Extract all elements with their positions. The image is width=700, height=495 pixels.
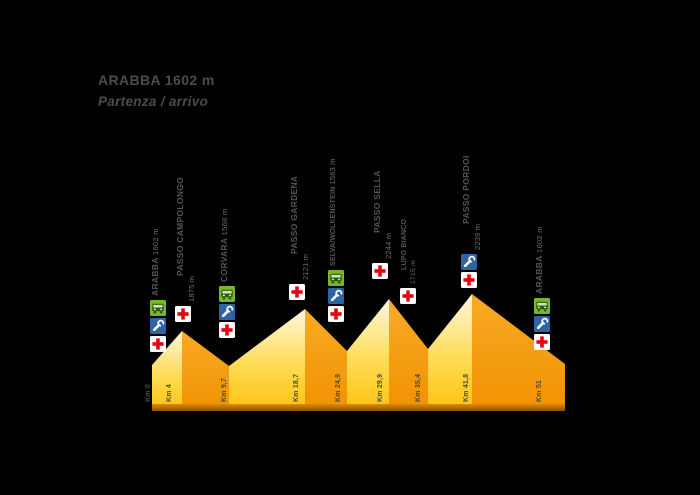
medical-cross-icon [289, 284, 305, 300]
shuttle-bus-icon [534, 298, 550, 314]
page-title: ARABBA 1602 m [98, 72, 215, 88]
mountain-descent-face [305, 309, 347, 411]
medical-cross-icon [534, 334, 550, 350]
base-strip [152, 404, 565, 411]
mechanic-wrench-icon [328, 288, 344, 304]
km-marker: Km 35,4 [415, 373, 422, 402]
km-marker: Km 24,9 [335, 373, 342, 402]
mountain-descent-face [182, 331, 229, 411]
waypoint-label-arabba-finish: ARABBA 1602 m [534, 226, 544, 294]
page-subtitle: Partenza / arrivo [98, 94, 209, 109]
medical-cross-icon [328, 306, 344, 322]
medical-cross-icon [372, 263, 388, 279]
km-marker: Km 4 [166, 384, 173, 402]
waypoint-label-passo-gardena: PASSO GARDENA 2121 m [289, 175, 310, 280]
waypoint-label-lupo-bianco: LUPO BIANCO 1715 m [401, 218, 417, 284]
medical-cross-icon [219, 322, 235, 338]
km-marker: Km 18,7 [293, 373, 300, 402]
shuttle-bus-icon [219, 286, 235, 302]
shuttle-bus-icon [328, 270, 344, 286]
mountain-ascent-face [347, 299, 389, 411]
waypoint-label-selva-wolkenstein: SELVA/WOLKENSTEIN 1563 m [328, 158, 337, 266]
mechanic-wrench-icon [219, 304, 235, 320]
mountain-descent-face [472, 294, 565, 411]
km-marker: Km 41,8 [463, 373, 470, 402]
shuttle-bus-icon [150, 300, 166, 316]
waypoint-label-passo-pordoi: PASSO PORDOI 2239 m [461, 155, 482, 250]
medical-cross-icon [175, 306, 191, 322]
medical-cross-icon [461, 272, 477, 288]
waypoint-label-corvara: CORVARA 1568 m [219, 208, 229, 282]
mountain-ascent-face [229, 309, 305, 411]
waypoint-label-passo-sella: PASSO SELLA 2244 m [372, 170, 393, 259]
km-marker: Km 51 [536, 379, 543, 402]
km-marker: Km 29,9 [377, 373, 384, 402]
mechanic-wrench-icon [534, 316, 550, 332]
mountain-ascent-face [428, 294, 472, 411]
mountain-descent-face [389, 299, 428, 411]
mechanic-wrench-icon [150, 318, 166, 334]
waypoint-label-passo-campolongo: PASSO CAMPOLONGO 1875 m [175, 176, 196, 302]
km-marker: Km 0 [145, 384, 152, 402]
mechanic-wrench-icon [461, 254, 477, 270]
mountain-ascent-face [152, 331, 182, 411]
waypoint-label-arabba-start: ARABBA 1602 m [150, 228, 160, 296]
medical-cross-icon [150, 336, 166, 352]
km-marker: Km 9,7 [221, 377, 228, 402]
medical-cross-icon [400, 288, 416, 304]
